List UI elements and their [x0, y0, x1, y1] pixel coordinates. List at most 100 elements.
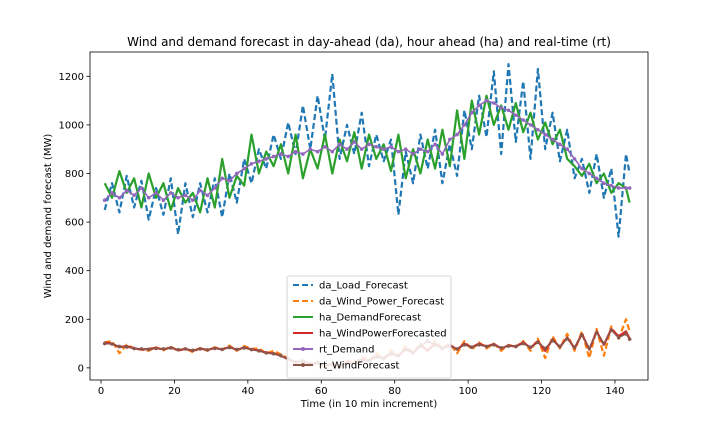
data-point-rt-demand — [624, 186, 628, 190]
data-point-rt-demand — [315, 149, 320, 154]
data-point-rt-demand — [249, 161, 254, 166]
data-point-rt-windforecast — [168, 346, 173, 350]
data-point-rt-windforecast — [572, 345, 577, 350]
data-point-rt-windforecast — [462, 342, 467, 347]
data-point-rt-demand — [411, 152, 415, 156]
data-point-rt-demand — [337, 142, 342, 147]
data-point-rt-demand — [132, 193, 136, 198]
data-point-rt-demand — [345, 147, 349, 151]
data-point-rt-demand — [381, 147, 386, 151]
data-point-rt-windforecast — [550, 338, 555, 343]
data-point-rt-demand — [205, 193, 210, 198]
data-point-rt-windforecast — [492, 342, 496, 347]
data-point-rt-demand — [389, 144, 393, 149]
data-point-rt-windforecast — [609, 328, 614, 332]
legend-marker-rt-demand — [301, 347, 305, 351]
legend: da_Load_Forecast da_Wind_Power_Forecastha… — [286, 275, 452, 379]
data-point-rt-demand — [235, 171, 239, 176]
data-point-rt-demand — [227, 178, 232, 183]
data-point-rt-windforecast — [627, 337, 632, 341]
data-point-rt-demand — [198, 188, 202, 193]
data-point-rt-windforecast — [110, 342, 114, 346]
data-point-rt-demand — [627, 186, 632, 190]
data-point-rt-demand — [271, 154, 276, 159]
data-point-rt-windforecast — [514, 344, 518, 349]
x-axis-label: Time (in 10 min increment) — [300, 399, 438, 410]
data-point-rt-windforecast — [257, 349, 261, 353]
data-point-rt-demand — [139, 186, 144, 190]
data-point-rt-demand — [146, 195, 151, 200]
legend-label-da-load-forecast: da_Load_Forecast — [319, 281, 408, 292]
data-point-rt-windforecast — [264, 350, 269, 355]
data-point-rt-demand — [418, 147, 423, 151]
data-point-rt-windforecast — [190, 348, 195, 353]
plot-frame — [89, 51, 649, 381]
data-point-rt-demand — [469, 110, 474, 115]
chart-title: Wind and demand forecast in day-ahead (d… — [127, 35, 611, 49]
data-point-rt-demand — [293, 149, 298, 154]
x-tick-label: 0 — [98, 386, 104, 397]
data-point-rt-windforecast — [602, 341, 606, 346]
data-point-rt-windforecast — [213, 346, 217, 351]
data-point-rt-demand — [396, 149, 401, 154]
data-point-rt-windforecast — [132, 346, 136, 351]
data-point-rt-demand — [264, 157, 269, 161]
data-point-rt-demand — [506, 108, 511, 113]
legend-label-ha-windpowerforecasted: ha_WindPowerForecasted — [319, 329, 447, 340]
data-point-rt-demand — [521, 118, 525, 122]
data-point-rt-demand — [587, 171, 592, 176]
y-tick-label: 800 — [65, 169, 84, 180]
data-point-rt-windforecast — [543, 346, 548, 351]
data-point-rt-demand — [374, 144, 379, 149]
data-point-rt-windforecast — [536, 340, 540, 345]
data-point-rt-demand — [580, 166, 584, 171]
data-point-rt-demand — [359, 147, 364, 151]
x-tick-label: 80 — [388, 386, 401, 397]
legend-marker-rt-windforecast — [301, 363, 305, 367]
data-point-rt-windforecast — [227, 345, 232, 350]
data-point-rt-demand — [220, 176, 224, 181]
y-tick-label: 400 — [65, 266, 84, 277]
data-point-rt-demand — [257, 159, 261, 164]
data-point-rt-demand — [352, 140, 357, 144]
data-point-rt-demand — [609, 183, 614, 188]
data-point-rt-windforecast — [279, 353, 283, 358]
data-point-rt-demand — [528, 123, 533, 127]
data-point-rt-demand — [462, 123, 467, 127]
data-point-rt-demand — [323, 144, 327, 149]
data-point-rt-windforecast — [249, 347, 254, 352]
data-point-rt-demand — [594, 176, 599, 181]
data-point-rt-demand — [433, 142, 437, 147]
y-tick-label: 1000 — [59, 120, 84, 131]
data-point-rt-windforecast — [198, 347, 202, 351]
data-point-rt-demand — [161, 198, 166, 203]
data-point-rt-windforecast — [183, 347, 188, 351]
data-point-rt-windforecast — [146, 347, 151, 352]
data-point-rt-demand — [308, 147, 313, 151]
data-point-rt-windforecast — [455, 347, 459, 351]
data-point-rt-windforecast — [506, 344, 511, 348]
data-point-rt-demand — [543, 132, 548, 137]
legend-label-rt-windforecast: rt_WindForecast — [319, 361, 400, 372]
data-point-rt-demand — [183, 193, 188, 198]
data-point-rt-demand — [455, 132, 459, 137]
data-point-rt-demand — [102, 198, 107, 203]
y-tick-label: 200 — [65, 315, 84, 326]
data-point-rt-demand — [110, 191, 114, 195]
data-point-rt-windforecast — [161, 347, 166, 351]
x-axis-ticks: 0 20 40 60 80 100 120 140 — [98, 380, 625, 397]
data-point-rt-demand — [190, 198, 195, 203]
data-point-rt-windforecast — [499, 346, 503, 350]
data-point-rt-windforecast — [594, 330, 599, 335]
data-point-rt-demand — [558, 142, 562, 147]
data-point-rt-demand — [477, 103, 481, 108]
data-point-rt-windforecast — [484, 344, 489, 349]
data-point-rt-windforecast — [469, 345, 474, 350]
data-point-rt-demand — [447, 137, 452, 142]
data-point-rt-windforecast — [616, 335, 621, 340]
data-point-rt-windforecast — [176, 347, 180, 352]
data-point-rt-demand — [117, 195, 122, 200]
data-point-rt-windforecast — [102, 341, 107, 346]
data-point-rt-windforecast — [558, 344, 562, 349]
